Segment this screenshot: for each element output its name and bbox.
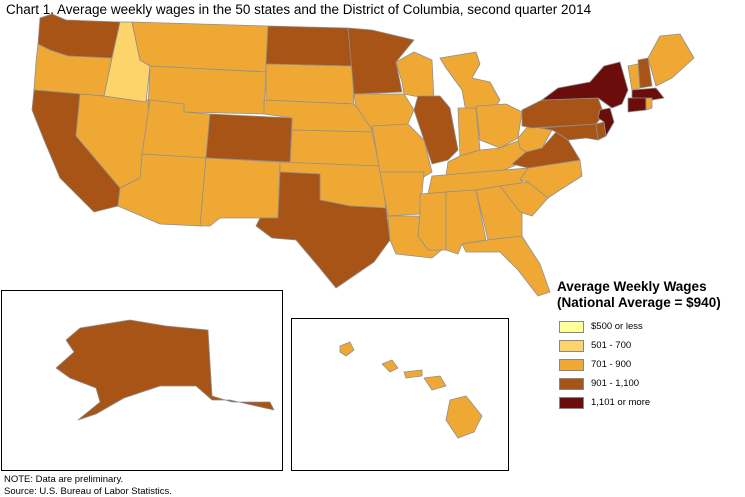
state-michigan xyxy=(439,51,501,115)
alaska-inset-frame xyxy=(1,290,283,471)
legend-swatch xyxy=(559,339,584,352)
legend-item: 701 - 900 xyxy=(559,355,743,374)
state-hawaii-maui xyxy=(423,375,447,391)
legend: Average Weekly Wages (National Average =… xyxy=(557,279,743,412)
legend-label: 901 - 1,100 xyxy=(591,378,640,389)
legend-title-line1: Average Weekly Wages xyxy=(557,279,707,294)
legend-item: 901 - 1,100 xyxy=(559,374,743,393)
legend-label: 501 - 700 xyxy=(591,340,632,351)
legend-item: 1,101 or more xyxy=(559,393,743,412)
state-south-carolina xyxy=(499,181,549,217)
state-hawaii-big-island xyxy=(445,395,483,439)
legend-items: $500 or less 501 - 700 701 - 900 901 - 1… xyxy=(557,317,743,412)
state-kansas xyxy=(289,129,381,169)
state-connecticut xyxy=(627,97,647,113)
state-new-hampshire xyxy=(637,57,653,89)
state-mississippi xyxy=(417,191,447,251)
hawaii-inset-frame xyxy=(291,318,509,471)
state-south-dakota xyxy=(265,63,355,105)
chart-title: Chart 1. Average weekly wages in the 50 … xyxy=(6,2,592,17)
legend-label: 701 - 900 xyxy=(591,359,632,370)
source-text: Source: U.S. Bureau of Labor Statistics. xyxy=(4,485,172,497)
state-colorado xyxy=(205,113,293,163)
state-texas xyxy=(255,171,391,289)
state-florida xyxy=(461,235,551,297)
state-north-dakota xyxy=(265,25,353,67)
state-hawaii-molokai xyxy=(403,369,423,379)
note-text: NOTE: Data are preliminary. xyxy=(4,474,124,485)
legend-label: 1,101 or more xyxy=(591,397,651,408)
state-montana xyxy=(131,21,269,73)
state-arkansas xyxy=(379,171,425,217)
state-hawaii-kauai xyxy=(339,341,355,357)
state-rhode-island xyxy=(645,97,653,111)
state-hawaii-oahu xyxy=(381,359,399,373)
legend-label: $500 or less xyxy=(591,321,643,332)
state-wyoming xyxy=(147,65,267,115)
state-new-jersey xyxy=(597,107,615,137)
footnotes: NOTE: Data are preliminary. Source: U.S.… xyxy=(4,474,172,497)
state-new-york xyxy=(541,61,629,109)
state-wisconsin xyxy=(395,51,435,101)
legend-swatch xyxy=(559,358,584,371)
state-ohio xyxy=(475,103,523,149)
legend-swatch xyxy=(559,377,584,390)
legend-item: 501 - 700 xyxy=(559,336,743,355)
state-maine xyxy=(647,33,695,87)
legend-swatch xyxy=(559,396,584,409)
legend-title-line2: (National Average = $940) xyxy=(557,295,721,310)
state-illinois xyxy=(413,95,459,165)
state-pennsylvania xyxy=(521,97,605,129)
state-massachusetts xyxy=(631,87,665,101)
state-alaska xyxy=(55,319,275,421)
legend-item: $500 or less xyxy=(559,317,743,336)
state-new-mexico xyxy=(199,157,281,227)
legend-swatch xyxy=(559,320,584,333)
